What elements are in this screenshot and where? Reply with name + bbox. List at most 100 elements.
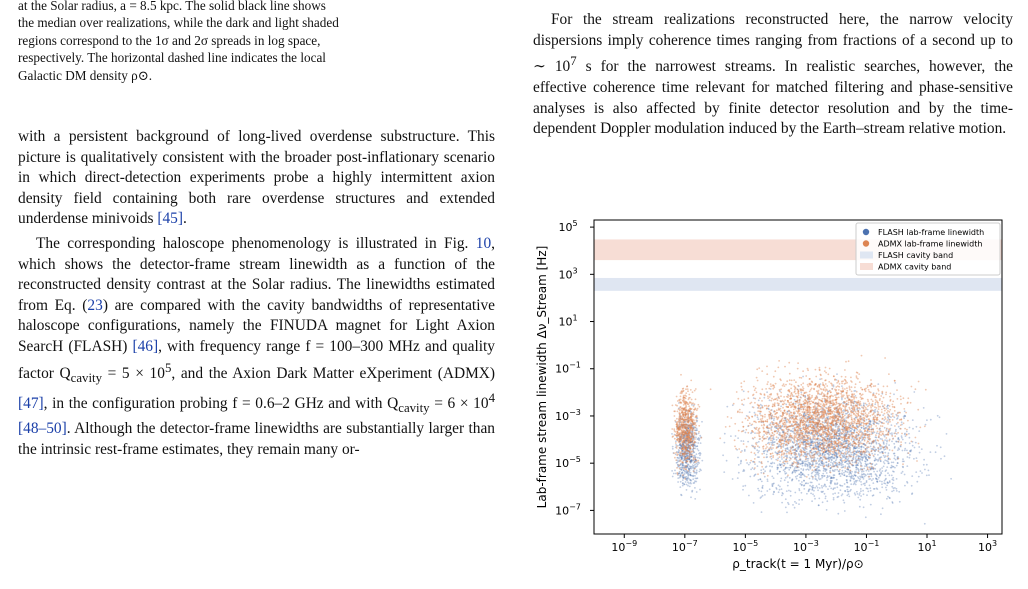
scatter-point — [688, 469, 691, 472]
scatter-point — [887, 404, 889, 407]
scatter-point — [806, 492, 808, 495]
scatter-point — [686, 470, 688, 473]
scatter-point — [897, 456, 899, 458]
scatter-point — [681, 425, 684, 427]
scatter-point — [679, 436, 682, 439]
scatter-point — [861, 438, 864, 441]
scatter-point — [831, 462, 834, 465]
scatter-point — [691, 429, 694, 432]
scatter-point — [827, 488, 829, 490]
scatter-point — [682, 427, 684, 429]
scatter-point — [889, 432, 892, 435]
scatter-point — [691, 443, 694, 446]
scatter-point — [678, 465, 680, 468]
scatter-point — [850, 376, 852, 379]
equation-link[interactable]: 23 — [87, 296, 103, 314]
scatter-point — [684, 465, 687, 467]
scatter-point — [688, 455, 691, 458]
scatter-point — [794, 475, 797, 478]
scatter-point — [849, 433, 852, 436]
scatter-point — [696, 407, 699, 410]
scatter-point — [681, 466, 684, 469]
scatter-point — [681, 432, 683, 435]
scatter-point — [841, 469, 844, 472]
scatter-point — [789, 395, 792, 398]
scatter-point — [888, 474, 891, 477]
scatter-point — [788, 489, 790, 492]
scatter-point — [761, 453, 764, 455]
scatter-point — [682, 413, 684, 415]
scatter-point — [688, 428, 690, 431]
scatter-point — [686, 429, 688, 432]
citation-link[interactable]: [45] — [157, 210, 184, 228]
scatter-point — [683, 429, 686, 432]
scatter-point — [674, 469, 676, 472]
scatter-point — [731, 478, 734, 480]
scatter-point — [865, 481, 868, 484]
scatter-point — [880, 513, 882, 516]
scatter-point — [920, 448, 923, 450]
scatter-point — [694, 422, 697, 424]
scatter-point — [683, 441, 685, 444]
scatter-point — [824, 497, 827, 500]
scatter-point — [674, 446, 677, 449]
scatter-point — [885, 489, 888, 491]
citation-link[interactable]: [46] — [132, 337, 159, 355]
scatter-point — [677, 438, 680, 440]
scatter-point — [856, 467, 858, 469]
scatter-point — [830, 461, 832, 464]
scatter-point — [689, 452, 692, 455]
citation-link[interactable]: [47] — [18, 395, 44, 413]
figure-link[interactable]: 10 — [475, 235, 492, 252]
scatter-point — [688, 457, 691, 460]
scatter-point — [681, 437, 684, 440]
scatter-point — [807, 469, 810, 471]
scatter-point — [895, 487, 898, 490]
scatter-point — [869, 414, 872, 417]
scatter-point — [692, 470, 695, 473]
scatter-point — [689, 441, 691, 444]
scatter-point — [838, 461, 841, 464]
scatter-point — [788, 389, 791, 391]
scatter-point — [835, 478, 838, 481]
citation-link[interactable]: [48–50] — [18, 420, 67, 438]
scatter-point — [752, 445, 754, 448]
scatter-point — [740, 459, 742, 462]
scatter-point — [764, 470, 766, 473]
scatter-point — [822, 440, 825, 443]
scatter-point — [744, 484, 747, 487]
scatter-point — [688, 451, 691, 454]
scatter-point — [691, 424, 694, 426]
scatter-point — [684, 451, 686, 454]
scatter-point — [678, 433, 681, 436]
scatter-point — [813, 470, 815, 472]
scatter-point — [879, 480, 881, 482]
scatter-point — [816, 453, 819, 456]
scatter-point — [682, 482, 684, 484]
scatter-point — [844, 459, 846, 462]
scatter-point — [679, 437, 681, 440]
scatter-point — [678, 443, 681, 446]
scatter-point — [855, 464, 858, 467]
scatter-point — [765, 465, 768, 468]
scatter-point — [769, 465, 771, 468]
scatter-point — [901, 465, 904, 468]
scatter-point — [887, 458, 890, 461]
scatter-point — [805, 375, 808, 377]
scatter-point — [800, 474, 802, 477]
scatter-point — [817, 504, 820, 507]
scatter-point — [680, 445, 683, 448]
scatter-point — [695, 436, 697, 439]
scatter-point — [684, 458, 686, 461]
scatter-point — [695, 433, 698, 436]
scatter-point — [688, 445, 691, 447]
scatter-point — [687, 445, 690, 448]
scatter-point — [847, 401, 850, 404]
scatter-point — [777, 491, 780, 494]
scatter-point — [916, 480, 919, 483]
scatter-point — [862, 482, 865, 485]
scatter-point — [689, 440, 691, 443]
scatter-point — [677, 474, 679, 476]
scatter-point — [685, 429, 688, 432]
scatter-point — [868, 475, 871, 478]
